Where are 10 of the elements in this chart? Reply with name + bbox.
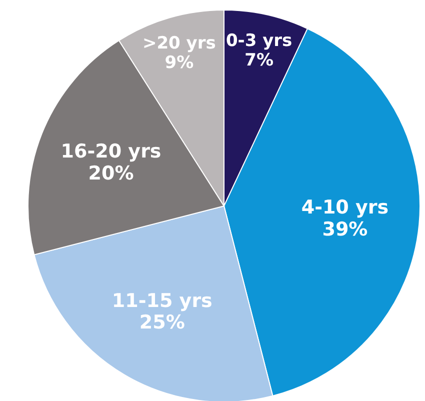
- slice-label: 16-20 yrs: [60, 140, 162, 162]
- data-label: 39%: [322, 218, 368, 240]
- data-label: 25%: [139, 312, 185, 334]
- data-label: 9%: [164, 52, 194, 73]
- data-label: 20%: [88, 162, 134, 184]
- slice-label: 11-15 yrs: [112, 290, 212, 312]
- data-label: 7%: [244, 50, 274, 70]
- slice-label: 0-3 yrs: [226, 30, 292, 51]
- slice-label: >20 yrs: [142, 33, 216, 54]
- slice-label: 4-10 yrs: [301, 196, 389, 219]
